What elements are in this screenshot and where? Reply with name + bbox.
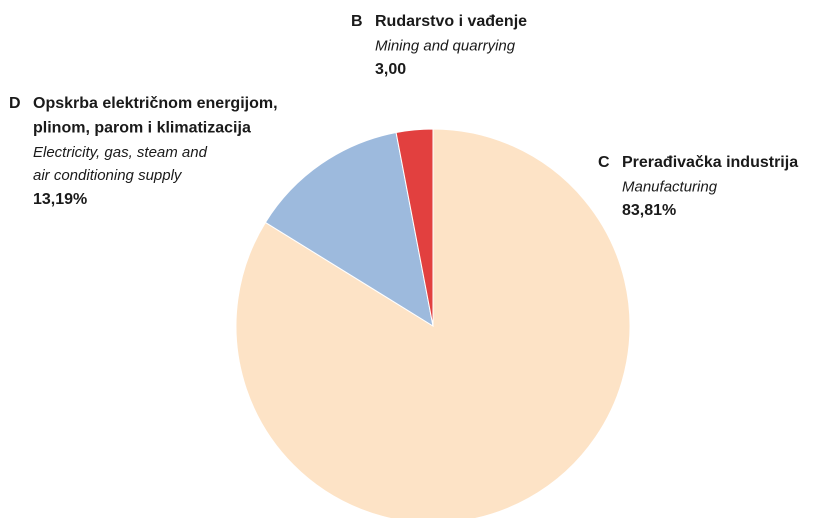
slice-name-en: Mining and quarrying <box>375 37 516 54</box>
slice-value-label: 83,81% <box>622 202 676 219</box>
pie-slice <box>264 131 434 328</box>
slice-name: Rudarstvo i vađenje <box>375 13 527 30</box>
slice-name: plinom, parom i klimatizacija <box>33 120 251 137</box>
pie-slice <box>395 128 434 327</box>
slice-code: B <box>351 13 363 30</box>
slice-value-label: 3,00 <box>375 61 406 78</box>
slice-name: Opskrba električnom energijom, <box>33 95 278 112</box>
slice-code: D <box>9 95 21 112</box>
slice-name-en: Electricity, gas, steam and <box>33 144 208 161</box>
slice-value-label: 13,19% <box>33 191 87 208</box>
slice-name-en: air conditioning supply <box>33 167 183 184</box>
slice-code: C <box>598 154 610 171</box>
slice-name-en: Manufacturing <box>622 178 718 195</box>
slice-name: Prerađivačka industrija <box>622 154 798 171</box>
pie-slice <box>235 128 631 518</box>
